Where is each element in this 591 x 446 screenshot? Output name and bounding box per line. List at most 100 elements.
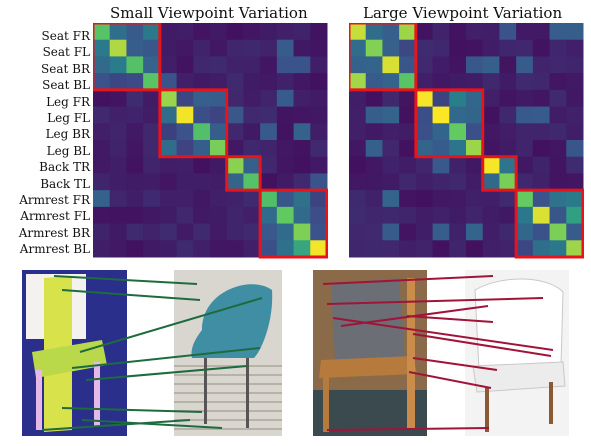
matrix-cell: [532, 123, 551, 141]
correspondence-line: [71, 347, 261, 369]
matrix-cell: [210, 123, 228, 141]
matrix-cell: [226, 39, 244, 57]
matrix-cell: [293, 173, 311, 191]
matrix-cell: [210, 156, 228, 174]
matrix-cell: [432, 123, 450, 141]
matrix-cell: [365, 56, 383, 74]
deck-plank: [174, 428, 282, 430]
matrix-cell: [532, 223, 551, 241]
row-label: Seat FR: [41, 29, 90, 43]
matrix-cell: [176, 206, 194, 225]
matrix-cell: [293, 140, 311, 158]
matrix-cell: [226, 140, 244, 158]
matrix-cell: [382, 39, 400, 57]
matrix-cell: [243, 23, 261, 41]
matrix-cell: [516, 106, 534, 124]
matrix-cell: [260, 106, 278, 124]
matrix-cell: [276, 173, 295, 191]
matrix-cell: [499, 173, 517, 191]
matrix-cell: [382, 106, 400, 124]
correspondence-line: [326, 427, 490, 431]
matrix-cell: [449, 190, 467, 208]
matrix-cell: [93, 89, 111, 108]
matrix-cell: [193, 156, 211, 174]
matrix-cell: [193, 56, 211, 74]
matrix-cell: [482, 206, 500, 225]
matrix-cell: [382, 223, 400, 241]
small-viewpoint-correspondence-photos: [22, 270, 282, 436]
matrix-cell: [243, 39, 261, 57]
matrix-cell: [143, 39, 161, 57]
matrix-cell: [516, 73, 534, 91]
matrix-cell: [349, 190, 367, 208]
matrix-cell: [126, 223, 144, 241]
matrix-cell: [466, 56, 484, 74]
matrix-cell: [260, 190, 278, 208]
matrix-cell: [482, 223, 500, 241]
deck-plank: [174, 419, 282, 421]
matrix-cell: [126, 106, 144, 124]
matrix-cell: [126, 56, 144, 74]
matrix-cell: [499, 140, 517, 158]
matrix-cell: [93, 206, 111, 225]
matrix-cell: [382, 73, 400, 91]
yellow-chair-leg: [36, 370, 42, 430]
matrix-cell: [482, 106, 500, 124]
matrix-cell: [399, 123, 417, 141]
matrix-cell: [466, 240, 484, 258]
matrix-cell: [516, 223, 534, 241]
blue-shell-chair: [191, 284, 273, 358]
matrix-cell: [260, 56, 278, 74]
matrix-cell: [432, 240, 450, 258]
row-label: Back TL: [40, 176, 90, 191]
wood-chair-frame: [407, 278, 415, 428]
matrix-cell: [143, 106, 161, 124]
matrix-cell: [226, 206, 244, 225]
matrix-cell: [126, 140, 144, 158]
matrix-cell: [382, 173, 400, 191]
matrix-cell: [93, 140, 111, 158]
matrix-cell: [143, 73, 161, 91]
matrix-cell: [399, 173, 417, 191]
matrix-cell: [143, 56, 161, 74]
matrix-cell: [109, 240, 127, 258]
matrix-cell: [276, 140, 295, 158]
matrix-cell: [109, 156, 127, 174]
correspondence-line: [61, 289, 201, 301]
matrix-cell: [449, 173, 467, 191]
matrix-cell: [143, 140, 161, 158]
matrix-cell: [193, 206, 211, 225]
matrix-cell: [449, 123, 467, 141]
matrix-cell: [93, 56, 111, 74]
matrix-cell: [382, 140, 400, 158]
matrix-cell: [176, 89, 194, 108]
correspondence-line: [79, 297, 263, 353]
matrix-cell: [549, 73, 567, 91]
matrix-cell: [210, 173, 228, 191]
matrix-cell: [449, 240, 467, 258]
matrix-cell: [260, 73, 278, 91]
wood-chair-seat: [319, 356, 417, 378]
matrix-cell: [349, 240, 367, 258]
row-label: Armrest FL: [20, 209, 90, 224]
matrix-cell: [382, 206, 400, 225]
matrix-cell: [109, 190, 127, 208]
matrix-cell: [176, 23, 194, 41]
matrix-cell: [566, 89, 584, 108]
matrix-cell: [449, 39, 467, 57]
group-box-leg: [158, 88, 229, 159]
matrix-cell: [143, 89, 161, 108]
matrix-cell: [415, 140, 434, 158]
matrix-cell: [176, 106, 194, 124]
matrix-cell: [482, 173, 500, 191]
matrix-cell: [293, 123, 311, 141]
matrix-cell: [566, 240, 584, 258]
matrix-cell: [159, 206, 178, 225]
matrix-cell: [260, 223, 278, 241]
matrix-cell: [176, 39, 194, 57]
matrix-cell: [365, 173, 383, 191]
matrix-cell: [415, 156, 434, 174]
matrix-cell: [382, 56, 400, 74]
large-viewpoint-title: Large Viewpoint Variation: [363, 4, 563, 22]
matrix-cell: [226, 223, 244, 241]
